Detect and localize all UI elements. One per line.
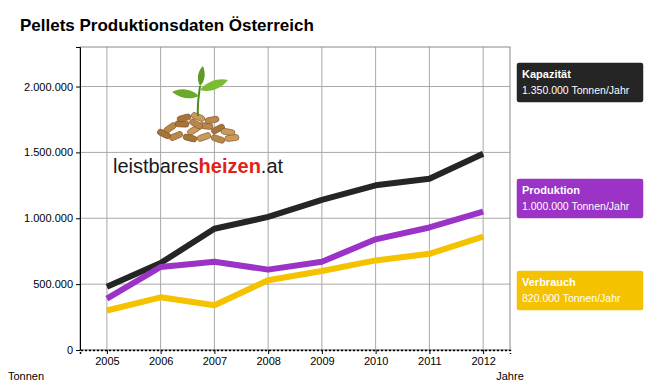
x-tick: 2007 [203,350,227,367]
grid-line-x [483,47,484,350]
series-label-background [516,62,644,103]
logo-pellet [182,133,197,142]
series-label-box: Verbrauch 820.000 Tonnen/Jahr [516,270,644,311]
y-axis: 0 500.000 1.000.000 1.500.000 2.000.000 [24,48,80,357]
y-tick-label: 500.000 [33,278,73,290]
x-tick-mark [107,350,108,354]
logo-pellet [156,128,171,140]
x-tick-mark [161,350,162,354]
logo-pellet [210,134,225,144]
grid-line-x [268,47,269,350]
x-tick-label: 2010 [364,355,388,367]
logo-leaf [172,89,199,98]
grid-line-y [80,152,510,153]
x-tick-mark [268,350,269,354]
logo-stem [198,86,200,116]
x-tick-label: 2007 [203,355,227,367]
y-axis-label: Tonnen [8,370,44,382]
x-tick-mark [376,350,377,354]
x-tick: 2010 [364,350,388,367]
y-tick-mark [76,152,80,153]
y-tick-mark [76,218,80,219]
logo-pellet [188,118,203,130]
grid-line-x [375,47,376,350]
y-tick-label: 2.000.000 [24,81,73,93]
chart: Pellets Produktionsdaten Österreich leist… [0,0,650,388]
series-annotation: 1.000.000 Tonnen/Jahr [522,200,630,212]
y-tick: 2.000.000 [24,81,80,93]
series-annotation: 820.000 Tonnen/Jahr [522,292,621,304]
series-name: Kapazität [522,68,571,80]
title: Pellets Produktionsdaten Österreich [20,16,314,35]
grid-line-x [429,47,430,350]
x-tick-label: 2011 [418,355,442,367]
y-tick-label: 1.500.000 [24,146,73,158]
y-tick-mark [76,87,80,88]
series-name: Verbrauch [522,276,576,288]
x-axis-label: Jahre [496,370,524,382]
y-tick-label: 1.000.000 [24,212,73,224]
grid-line-x [160,47,161,350]
series-label-box: Produktion 1.000.000 Tonnen/Jahr [516,178,644,219]
series-label-background [516,270,644,311]
logo-text-part: heizen [199,155,261,177]
x-tick-label: 2006 [149,355,173,367]
y-tick: 1.500.000 [24,146,80,158]
x-axis-line [81,351,511,355]
series-annotation: 1.350.000 Tonnen/Jahr [522,84,630,96]
y-tick: 500.000 [33,278,80,290]
logo: leistbaresheizen.at [113,66,284,177]
x-tick-mark [483,350,484,354]
series-label-box: Kapazität 1.350.000 Tonnen/Jahr [516,62,644,103]
logo-leaf [200,79,228,91]
x-tick: 2012 [471,350,495,367]
logo-pellet [205,116,220,125]
logo-leaf [198,66,205,86]
y-tick: 0 [67,344,80,356]
x-tick-label: 2012 [471,355,495,367]
x-tick: 2008 [256,350,280,367]
x-tick: 2005 [95,350,119,367]
x-axis: 2005 2006 2007 2008 2009 2010 2011 2012 [81,350,511,367]
y-tick-mark [76,284,80,285]
logo-text-part: .at [261,155,284,177]
y-tick-mark [76,350,80,351]
y-tick-label: 0 [67,344,73,356]
lines [107,154,483,311]
series-name: Produktion [522,184,580,196]
x-tick-label: 2005 [95,355,119,367]
x-tick-label: 2009 [310,355,334,367]
logo-pellet [225,134,240,142]
logo-text-part: leistbares [113,155,199,177]
plot-frame [80,47,510,350]
x-tick: 2009 [310,350,334,367]
grid-line-x [106,47,107,350]
grid-line-y [80,284,510,285]
x-tick: 2011 [418,350,442,367]
logo-text: leistbaresheizen.at [113,155,284,177]
x-tick-mark [322,350,323,354]
grid-line-y [80,86,510,87]
background [0,0,650,388]
x-tick-mark [214,350,215,354]
grid-line-y [80,218,510,219]
x-tick: 2006 [149,350,173,367]
grid [80,47,510,350]
series-line [107,237,483,311]
x-tick-label: 2008 [256,355,280,367]
series-label-background [516,178,644,219]
logo-pellet [196,132,211,142]
y-tick: 1.000.000 [24,212,80,224]
y-axis-line [76,48,81,351]
x-tick-mark [429,350,430,354]
